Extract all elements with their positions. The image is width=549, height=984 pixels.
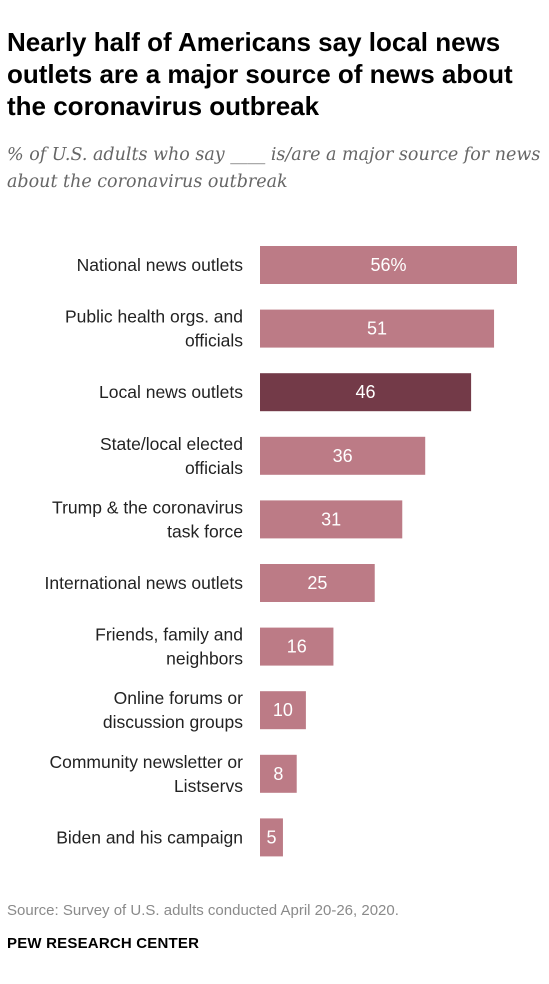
value-label: 51: [367, 319, 387, 339]
category-label: Local news outlets: [99, 382, 243, 402]
bar-chart: 56% National news outlets 51 Public health …: [45, 246, 517, 857]
category-label: Online forums or discussion groups: [103, 688, 243, 732]
chart-subtitle: % of U.S. adults who say ____ is/are a m…: [7, 145, 541, 192]
category-label: Biden and his campaign: [56, 827, 243, 847]
bar: [260, 627, 334, 666]
bar: [260, 436, 426, 475]
bar: [260, 691, 306, 730]
bar: [260, 500, 403, 539]
bar: [260, 754, 297, 793]
value-label: 16: [287, 637, 307, 657]
value-label: 31: [321, 509, 341, 529]
chart-title: Nearly half of Americans say local news …: [7, 27, 513, 121]
value-label: 46: [356, 382, 376, 402]
category-label: State/local elected officials: [100, 434, 243, 478]
value-label: 8: [273, 764, 283, 784]
bar: [260, 373, 472, 412]
value-label: 25: [307, 573, 327, 593]
value-label: 56%: [370, 255, 406, 275]
category-label: National news outlets: [77, 255, 244, 275]
bar: [260, 309, 495, 348]
bar: [260, 818, 283, 857]
value-label: 10: [273, 700, 293, 720]
value-label: 36: [333, 446, 353, 466]
brand-name: PEW RESEARCH CENTER: [7, 935, 200, 952]
category-label: Public health orgs. and officials: [65, 307, 243, 351]
category-label: Community newsletter or Listservs: [49, 752, 243, 796]
bar: [260, 246, 517, 284]
value-label: 5: [266, 827, 276, 847]
category-label: International news outlets: [45, 573, 244, 593]
bar: [260, 564, 375, 602]
category-label: Trump & the coronavirus task force: [52, 497, 243, 541]
source-note: Source: Survey of U.S. adults conducted …: [7, 902, 399, 919]
category-label: Friends, family and neighbors: [95, 625, 243, 669]
